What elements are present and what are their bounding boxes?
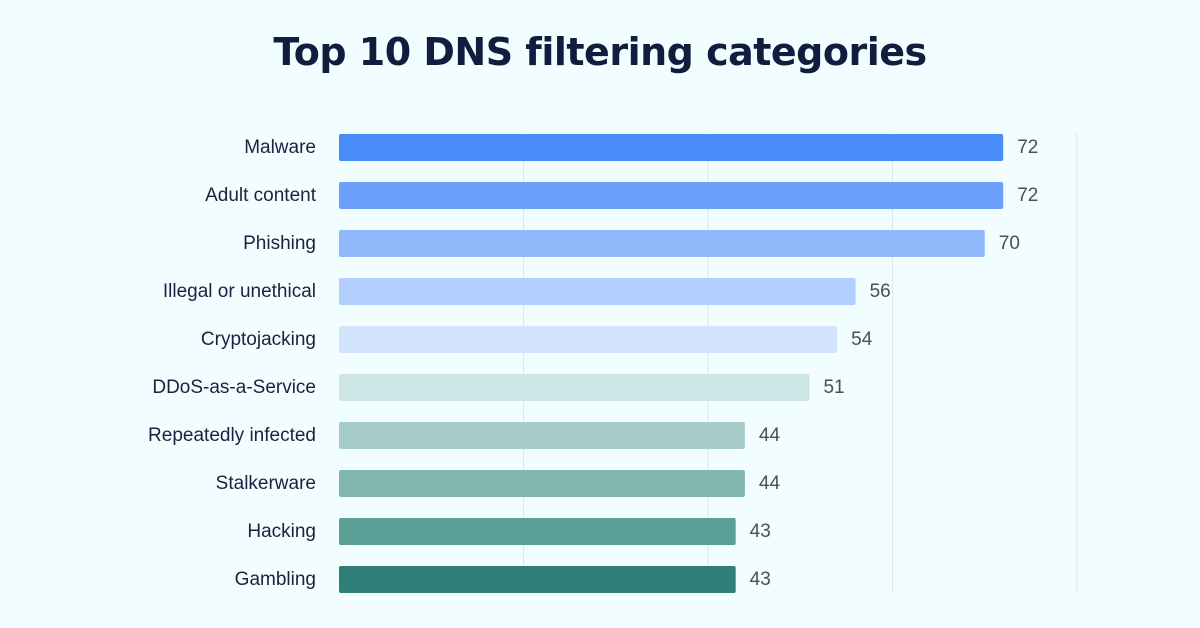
chart-title: Top 10 DNS filtering categories (273, 30, 927, 74)
bar-stalkerware (339, 470, 745, 497)
category-label: Gambling (235, 569, 316, 590)
value-label: 70 (999, 233, 1020, 254)
bar-illegal-or-unethical (339, 278, 856, 305)
bar-cryptojacking (339, 326, 838, 353)
bar-malware (339, 134, 1004, 161)
category-label: Hacking (247, 521, 316, 542)
bar-adult-content (339, 182, 1004, 209)
category-label: Cryptojacking (201, 329, 316, 350)
value-label: 43 (750, 569, 771, 590)
bar-repeatedly-infected (339, 422, 745, 449)
value-label: 72 (1017, 137, 1038, 158)
category-label: Stalkerware (216, 473, 316, 494)
value-label: 56 (870, 281, 891, 302)
value-label: 43 (750, 521, 771, 542)
value-label: 54 (851, 329, 873, 350)
bar-hacking (339, 518, 736, 545)
category-label: Repeatedly infected (148, 425, 316, 446)
category-label: Malware (244, 137, 316, 158)
bar-phishing (339, 230, 985, 257)
bar-ddos-as-a-service (339, 374, 810, 401)
value-label: 44 (759, 473, 781, 494)
category-label: DDoS-as-a-Service (152, 377, 316, 398)
category-label: Illegal or unethical (163, 281, 316, 302)
value-label: 51 (823, 377, 844, 398)
value-label: 72 (1017, 185, 1038, 206)
bar-gambling (339, 566, 736, 593)
category-label: Adult content (205, 185, 317, 206)
category-label: Phishing (243, 233, 316, 254)
value-label: 44 (759, 425, 781, 446)
